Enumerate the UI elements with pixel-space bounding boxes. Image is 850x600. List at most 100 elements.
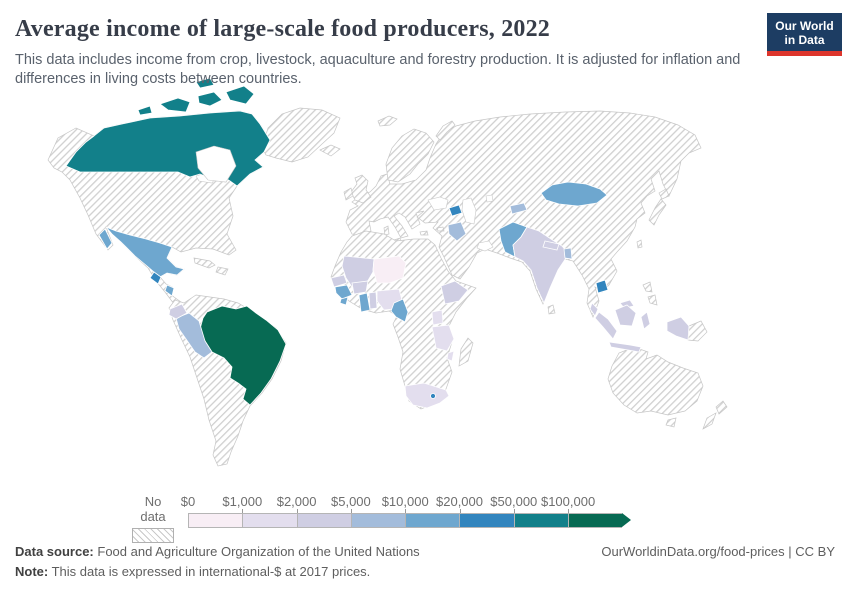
legend-tick-mark (568, 509, 570, 513)
legend-no-data-label: No data (140, 494, 166, 524)
landmass-great-britain[interactable] (350, 174, 372, 204)
map-legend: No data $0 $1,000 $2,000 $5,000 $10,000 $20,0… (132, 494, 692, 543)
landmass-crete[interactable] (419, 230, 429, 236)
attribution-link[interactable]: OurWorldinData.org/food-prices | CC BY (601, 544, 835, 559)
country-mongolia[interactable] (540, 181, 608, 207)
country-tanzania[interactable] (431, 324, 455, 352)
country-nicaragua[interactable] (164, 284, 175, 297)
country-azerbaijan[interactable] (448, 204, 463, 217)
legend-bin-$20,000[interactable] (459, 513, 514, 528)
country-mexico[interactable] (98, 226, 185, 278)
landmass-tasmania[interactable] (665, 417, 677, 428)
country-indonesia[interactable] (594, 304, 690, 353)
country-south-africa[interactable] (404, 382, 450, 409)
country-malawi[interactable] (446, 350, 455, 362)
note-label: Note: (15, 564, 49, 579)
landmass-new-guinea[interactable] (687, 320, 708, 342)
landmass-eurasia[interactable] (345, 110, 702, 318)
country-iraq[interactable] (447, 221, 467, 242)
note-value: This data is expressed in international-… (51, 564, 371, 579)
legend-tick-label: $1,000 (222, 494, 263, 509)
landmass-scandinavia[interactable] (385, 128, 435, 183)
legend-no-data-swatch[interactable] (132, 528, 174, 543)
legend-tick-label: $50,000 (490, 494, 538, 509)
legend-no-data[interactable]: No data (132, 494, 174, 543)
landmass-cuba[interactable] (193, 257, 216, 269)
landmass-hispaniola[interactable] (215, 266, 229, 276)
country-canada-arctic-islands[interactable] (137, 77, 255, 116)
country-sierra-leone[interactable] (339, 296, 349, 306)
data-source-label: Data source: (15, 544, 94, 559)
owid-logo-line2: in Data (784, 33, 825, 47)
landmass-novaya-zemlya[interactable] (435, 120, 456, 141)
legend-bin-$0[interactable] (188, 513, 243, 528)
legend-bin-$1,000[interactable] (242, 513, 297, 528)
chart-footer: Data source: Food and Agriculture Organi… (15, 542, 835, 582)
legend-tick-mark (350, 509, 352, 513)
landmass-australia[interactable] (607, 346, 704, 416)
legend-bin-$5,000[interactable] (350, 513, 406, 528)
country-lesotho[interactable] (430, 393, 436, 399)
country-benin[interactable] (368, 291, 378, 310)
legend-tick-label: $5,000 (331, 494, 371, 509)
country-guatemala[interactable] (149, 271, 162, 285)
legend-tick-label: $100,000 (540, 494, 596, 509)
legend-tick-label: $2,000 (276, 494, 317, 509)
legend-arrow (622, 513, 632, 527)
landmass-taiwan[interactable] (636, 239, 643, 249)
note-line: Note: This data is expressed in internat… (15, 562, 835, 582)
country-peru[interactable] (175, 312, 213, 359)
landmass-cyprus[interactable] (436, 226, 445, 232)
country-ghana[interactable] (358, 292, 371, 313)
page-title: Average income of large-scale food produ… (15, 16, 550, 42)
legend-bin-$100,000[interactable] (568, 513, 623, 528)
legend-bin-$2,000[interactable] (296, 513, 351, 528)
country-bangladesh[interactable] (563, 247, 573, 260)
landmass-new-zealand[interactable] (702, 400, 728, 430)
landmass-hokkaido[interactable] (658, 188, 670, 200)
country-nepal[interactable] (542, 240, 560, 251)
country-burkina-faso[interactable] (351, 280, 369, 295)
country-malaysia[interactable] (589, 299, 635, 317)
country-niger[interactable] (372, 255, 407, 284)
country-senegal[interactable] (330, 274, 348, 288)
legend-tick-label: $20,000 (436, 494, 483, 509)
chart-subtitle: This data includes income from crop, liv… (15, 52, 741, 87)
legend-color-bar (188, 513, 632, 528)
legend-bin-$10,000[interactable] (405, 513, 460, 528)
landmass-sri-lanka[interactable] (547, 304, 556, 315)
landmass-ireland[interactable] (343, 187, 354, 201)
owid-logo-line1: Our World (775, 19, 834, 33)
legend-tick-mark (242, 509, 244, 513)
country-cameroon[interactable] (390, 298, 409, 323)
legend-tick-mark (459, 509, 461, 513)
country-ecuador[interactable] (168, 303, 188, 320)
aral-sea (485, 194, 494, 203)
country-ethiopia[interactable] (440, 280, 469, 305)
legend-tick-mark (405, 509, 407, 513)
legend-tick-label: $0 (180, 494, 196, 509)
landmass-japan[interactable] (648, 198, 667, 226)
owid-logo[interactable]: Our World in Data (767, 13, 842, 56)
data-source-value: Food and Agriculture Organization of the… (97, 544, 420, 559)
persian-gulf (476, 240, 494, 252)
landmass-iceland[interactable] (319, 144, 341, 157)
legend-bin-$50,000[interactable] (513, 513, 569, 528)
country-uganda[interactable] (431, 309, 444, 326)
hudson-bay-overlay (195, 145, 237, 183)
country-kyrgyzstan[interactable] (509, 202, 528, 215)
black-sea (427, 196, 449, 211)
country-cambodia[interactable] (595, 279, 609, 294)
landmass-madagascar[interactable] (458, 337, 474, 367)
landmass-greenland[interactable] (261, 107, 341, 163)
legend-tick-label: $10,000 (381, 494, 429, 509)
landmass-philippines[interactable] (642, 281, 658, 306)
landmass-sardinia[interactable] (383, 225, 390, 236)
landmass-svalbard[interactable] (377, 115, 398, 127)
legend-tick-mark (296, 509, 298, 513)
legend-tick-mark (513, 509, 515, 513)
caspian-sea (461, 197, 477, 225)
data-source-line: Data source: Food and Agriculture Organi… (15, 542, 835, 562)
